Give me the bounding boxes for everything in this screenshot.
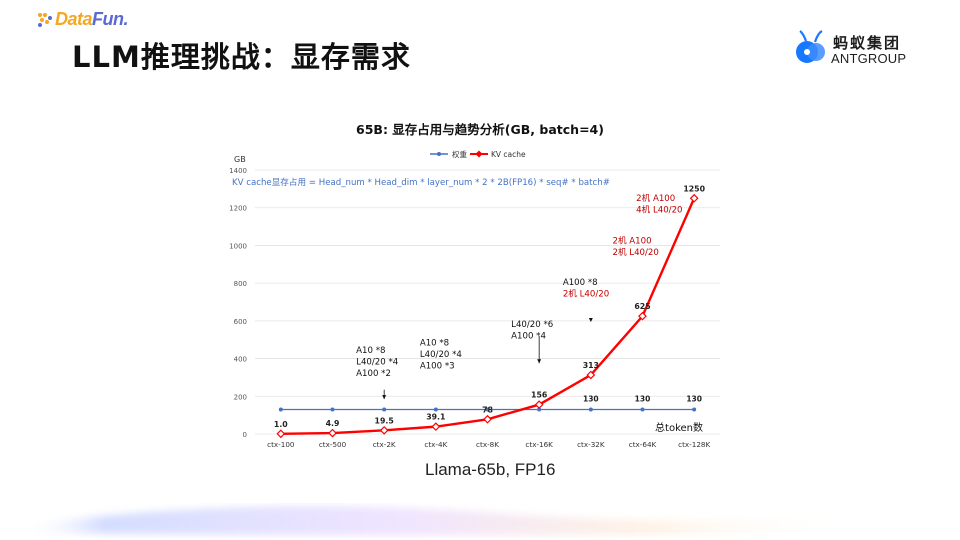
x-tick-label: ctx-500 (319, 440, 347, 449)
point-kv (276, 429, 286, 439)
y-tick-label: 600 (234, 318, 247, 326)
y-tick-label: 1400 (229, 167, 247, 175)
x-tick-label: ctx-8K (476, 440, 499, 449)
gpu-annotation-line: L40/20 *4 (356, 357, 398, 367)
data-label-weights: 130 (583, 394, 599, 403)
datafun-logo-text-b: Fun. (92, 8, 129, 29)
y-axis-label: GB (234, 155, 246, 164)
x-tick-label: ctx-4K (424, 440, 447, 449)
point-weights (433, 407, 438, 412)
gpu-annotation-line: A100 *8 (563, 278, 598, 288)
y-tick-label: 200 (234, 393, 247, 401)
data-label-kv: 156 (531, 391, 547, 400)
antgroup-logo-en: ANTGROUP (831, 51, 907, 66)
kv-formula-annotation: KV cache显存占用 = Head_num * Head_dim * lay… (232, 176, 610, 188)
x-tick-label: ctx-32K (577, 440, 605, 449)
legend-label-kv: KV cache (491, 150, 526, 159)
legend-label-weights: 权重 (452, 149, 467, 159)
point-weights (485, 407, 490, 412)
gpu-annotation-line: L40/20 *6 (511, 320, 553, 330)
antgroup-logo: 蚂蚁集团 ANTGROUP (795, 28, 925, 68)
point-weights (278, 407, 283, 412)
gpu-annotation-line: A100 *3 (420, 361, 455, 371)
x-tick-label: ctx-128K (678, 440, 710, 449)
gpu-annotation-line: 4机 L40/20 (636, 204, 682, 216)
point-weights (640, 407, 645, 412)
y-tick-label: 0 (243, 431, 247, 439)
gpu-annotation-line: A100 *4 (511, 331, 546, 341)
point-weights (382, 407, 387, 412)
x-tick-label: ctx-64K (629, 440, 657, 449)
point-weights (692, 407, 697, 412)
gpu-annotation-line: A100 *2 (356, 369, 391, 379)
gpu-annotation-line: A10 *8 (356, 346, 385, 356)
series-line-kv (280, 197, 696, 436)
data-label-kv: 4.9 (326, 419, 340, 428)
chart-caption: Llama-65b, FP16 (425, 460, 556, 479)
data-label-kv: 1.0 (274, 420, 288, 429)
point-kv (483, 414, 492, 424)
point-kv (431, 422, 441, 432)
page-title: LLM推理挑战：显存需求 (72, 40, 411, 74)
datafun-logo: DataFun. (38, 8, 129, 30)
gpu-annotation-arrow (588, 318, 593, 323)
y-tick-label: 800 (234, 280, 247, 288)
data-label-kv: 39.1 (426, 413, 445, 422)
gpu-annotation-line: 2机 A100 (613, 235, 652, 247)
legend-marker-weights (437, 152, 441, 156)
point-weights (330, 407, 335, 412)
datafun-logo-text-a: Data (55, 8, 93, 29)
point-weights (588, 407, 593, 412)
gpu-annotation-arrow (537, 359, 542, 364)
data-label-weights: 130 (635, 394, 651, 403)
x-tick-label: ctx-100 (267, 440, 295, 449)
point-kv (586, 370, 596, 380)
x-tick-label: ctx-16K (525, 440, 553, 449)
footer-wave-decoration (18, 506, 860, 536)
data-label-kv: 1250 (683, 184, 705, 193)
antgroup-logo-cn: 蚂蚁集团 (833, 34, 902, 52)
point-kv (534, 400, 544, 409)
legend-marker-kv (475, 150, 483, 158)
y-tick-label: 1000 (229, 242, 247, 250)
data-label-weights: 130 (686, 394, 702, 403)
x-tick-label: ctx-2K (373, 440, 396, 449)
gpu-annotation-line: 2机 L40/20 (613, 246, 659, 258)
chart-title: 65B: 显存占用与趋势分析(GB, batch=4) (356, 122, 604, 137)
data-label-kv: 19.5 (375, 416, 394, 425)
gpu-annotation-arrow (382, 395, 387, 400)
y-tick-label: 400 (234, 356, 247, 364)
gpu-annotation-line: A10 *8 (420, 338, 449, 348)
gpu-annotation-line: 2机 L40/20 (563, 288, 609, 300)
gpu-annotation-line: 2机 A100 (636, 192, 675, 204)
data-label-kv: 625 (634, 302, 650, 311)
point-weights (537, 407, 542, 412)
gpu-annotation-line: L40/20 *4 (420, 350, 462, 360)
point-kv (689, 193, 699, 203)
x-axis-label: 总token数 (655, 421, 703, 434)
point-kv (328, 428, 337, 438)
data-label-kv: 78 (482, 405, 493, 414)
memory-chart: 65B: 显存占用与趋势分析(GB, batch=4) 权重 KV cache GB 0… (220, 112, 740, 457)
data-label-kv: 313 (583, 361, 599, 370)
y-tick-label: 1200 (229, 205, 247, 213)
point-kv (638, 311, 647, 321)
ant-icon (796, 30, 825, 63)
chart-svg: 65B: 显存占用与趋势分析(GB, batch=4) 权重 KV cache GB 0… (229, 122, 720, 449)
datafun-dots-icon (38, 12, 52, 27)
point-kv (379, 425, 389, 435)
